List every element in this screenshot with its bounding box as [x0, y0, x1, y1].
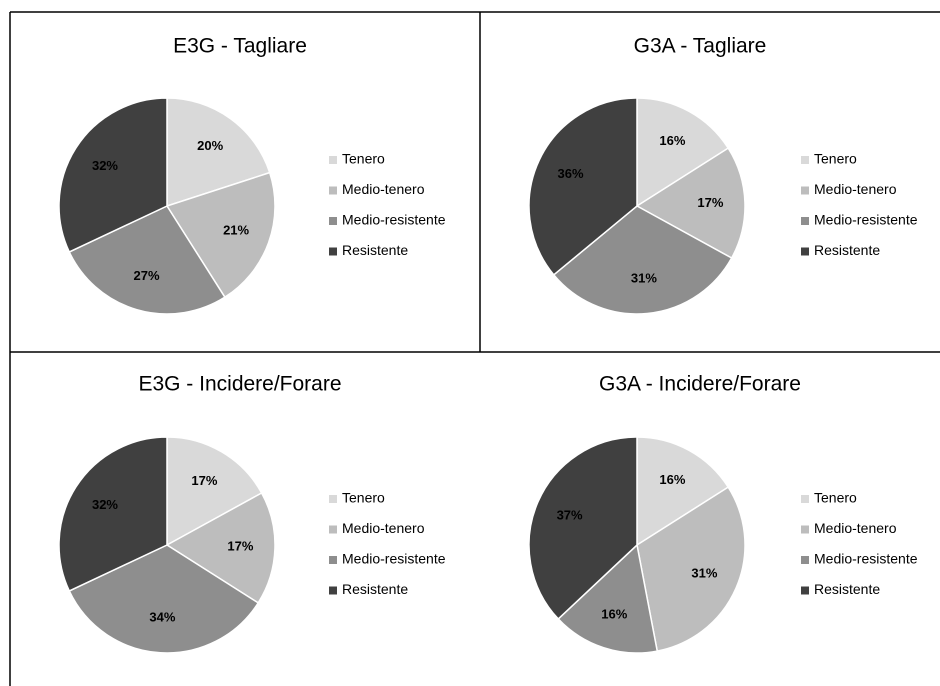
pie-slice — [58, 97, 168, 253]
data-label: 31% — [631, 271, 657, 286]
legend-swatch — [801, 186, 809, 195]
legend-label: Medio-resistente — [342, 212, 446, 228]
pie-slice — [58, 436, 168, 592]
pie-slice — [166, 436, 263, 547]
data-label: 27% — [133, 268, 159, 283]
pie-slice — [635, 147, 746, 260]
legend-swatch — [329, 247, 337, 256]
legend-label: Tenero — [342, 490, 385, 506]
pie-slice — [552, 205, 733, 315]
data-label: 17% — [227, 539, 253, 554]
pie-slice — [528, 97, 638, 276]
chart-title: G3A - Tagliare — [634, 35, 767, 58]
legend-label: Medio-tenero — [342, 181, 425, 197]
data-label: 32% — [92, 158, 118, 173]
data-label: 16% — [659, 133, 685, 148]
legend-label: Resistente — [342, 242, 408, 258]
legend-label: Medio-resistente — [814, 551, 918, 567]
pie-slice — [165, 491, 276, 604]
legend-swatch — [801, 217, 809, 225]
legend-label: Resistente — [814, 581, 880, 597]
legend-label: Tenero — [814, 490, 857, 506]
pie-slice — [528, 436, 638, 620]
legend-swatch — [801, 525, 809, 534]
pie-slice — [636, 436, 730, 547]
pie-slice — [68, 544, 260, 654]
data-label: 37% — [557, 507, 583, 522]
legend-swatch — [329, 217, 337, 225]
legend-swatch — [801, 586, 809, 595]
data-label: 17% — [697, 195, 723, 210]
legend-label: Resistente — [342, 581, 408, 597]
legend-label: Tenero — [814, 151, 857, 167]
pie-slice — [636, 97, 730, 208]
legend-swatch — [801, 495, 809, 503]
legend-label: Tenero — [342, 151, 385, 167]
pie-slice — [557, 543, 659, 654]
legend-swatch — [801, 156, 809, 164]
chart-title: E3G - Tagliare — [173, 35, 307, 58]
legend-label: Resistente — [814, 242, 880, 258]
legend-label: Medio-tenero — [814, 520, 897, 536]
legend-label: Medio-resistente — [342, 551, 446, 567]
pie-slice — [68, 205, 226, 315]
chart-title: E3G - Incidere/Forare — [138, 373, 341, 396]
legend-swatch — [329, 186, 337, 195]
pie-slice — [166, 97, 271, 208]
legend-swatch — [329, 495, 337, 503]
data-label: 20% — [197, 138, 223, 153]
data-label: 34% — [149, 610, 175, 625]
data-label: 36% — [558, 166, 584, 181]
data-label: 16% — [601, 606, 627, 621]
legend-swatch — [801, 247, 809, 256]
legend-swatch — [801, 556, 809, 564]
data-label: 17% — [191, 473, 217, 488]
legend-label: Medio-tenero — [814, 181, 897, 197]
legend-swatch — [329, 525, 337, 534]
data-label: 16% — [659, 472, 685, 487]
data-label: 21% — [223, 222, 249, 237]
data-label: 31% — [691, 566, 717, 581]
legend-swatch — [329, 556, 337, 564]
data-label: 32% — [92, 497, 118, 512]
legend-swatch — [329, 156, 337, 164]
legend-label: Medio-resistente — [814, 212, 918, 228]
chart-title: G3A - Incidere/Forare — [599, 373, 801, 396]
pie-slice — [165, 171, 276, 299]
pie-slice — [636, 486, 746, 652]
legend-swatch — [329, 586, 337, 595]
legend-label: Medio-tenero — [342, 520, 425, 536]
